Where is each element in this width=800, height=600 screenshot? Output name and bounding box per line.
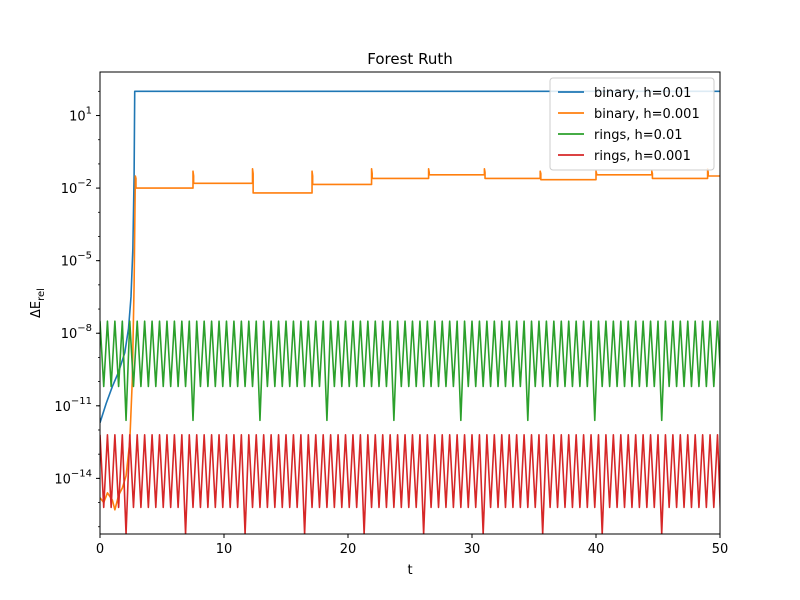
y-axis: 101 10−2 10−5 10−8 10−11 10−14: [54, 90, 100, 528]
chart-title: Forest Ruth: [367, 50, 452, 68]
legend-box: [549, 77, 715, 171]
y-axis-label-sub: rel: [36, 288, 47, 301]
x-tick-label: 0: [96, 542, 104, 557]
legend-label-1: binary, h=0.01: [594, 86, 691, 101]
x-tick-label: 10: [216, 542, 233, 557]
legend-label-4: rings, h=0.001: [594, 149, 691, 164]
x-tick-label: 20: [340, 542, 357, 557]
legend-label-3: rings, h=0.01: [594, 128, 683, 143]
x-tick-label: 40: [588, 542, 605, 557]
y-tick-label: 101: [69, 106, 92, 125]
y-axis-label-main: ΔE: [29, 301, 44, 318]
legend: binary, h=0.01 binary, h=0.001 rings, h=0.…: [549, 77, 715, 171]
legend-label-2: binary, h=0.001: [594, 107, 700, 122]
x-axis-label: t: [407, 563, 412, 578]
x-tick-label: 30: [464, 542, 481, 557]
x-tick-label: 50: [712, 542, 729, 557]
y-tick-label: 10−2: [61, 178, 92, 197]
y-tick-label: 10−14: [54, 468, 92, 487]
y-axis-label: ΔErel: [29, 288, 47, 318]
series-layer: [100, 90, 720, 534]
series-line-2: [100, 167, 720, 511]
svg-text:ΔErel: ΔErel: [29, 288, 47, 318]
plot-frame: [99, 71, 721, 535]
series-line-4: [100, 434, 720, 534]
x-axis: 0 10 20 30 40 50: [96, 534, 728, 557]
series-line-1: [100, 90, 720, 423]
series-line-3: [100, 320, 720, 422]
y-tick-label: 10−11: [54, 396, 92, 415]
y-tick-label: 10−8: [61, 323, 92, 342]
y-tick-label: 10−5: [61, 251, 92, 270]
